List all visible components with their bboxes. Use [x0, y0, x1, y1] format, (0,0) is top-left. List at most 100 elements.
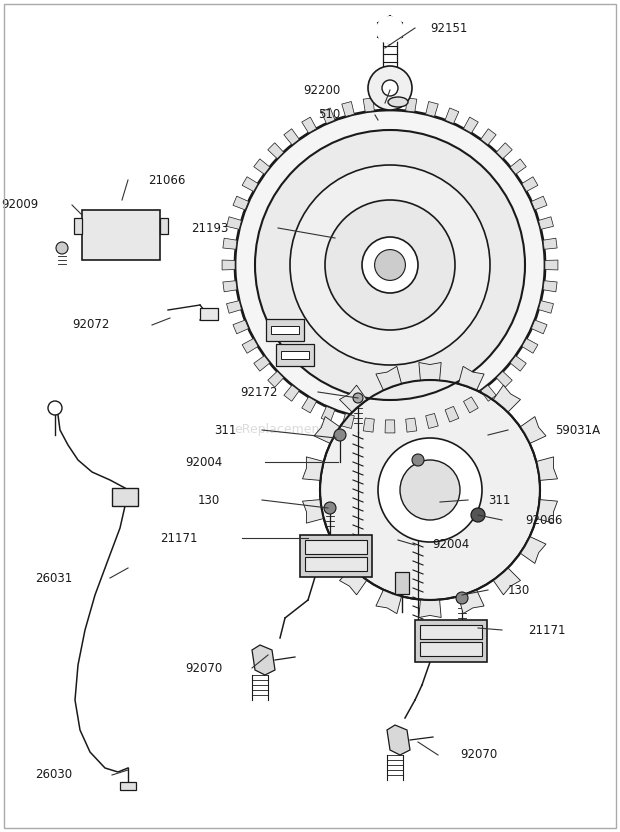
Circle shape — [324, 502, 336, 514]
Circle shape — [290, 165, 490, 365]
Circle shape — [368, 66, 412, 110]
Polygon shape — [426, 102, 438, 116]
Polygon shape — [493, 567, 521, 595]
Polygon shape — [522, 176, 538, 191]
Polygon shape — [314, 537, 340, 563]
Text: 311: 311 — [215, 423, 237, 437]
Polygon shape — [480, 129, 496, 145]
Circle shape — [374, 250, 405, 280]
Polygon shape — [376, 590, 402, 614]
Polygon shape — [321, 108, 335, 124]
Polygon shape — [493, 385, 521, 412]
Circle shape — [320, 380, 540, 600]
Circle shape — [255, 130, 525, 400]
Polygon shape — [233, 320, 249, 334]
Polygon shape — [387, 725, 410, 755]
Text: 26030: 26030 — [35, 769, 72, 781]
Polygon shape — [385, 420, 395, 433]
Polygon shape — [520, 417, 546, 443]
Polygon shape — [340, 567, 367, 595]
Polygon shape — [536, 457, 557, 480]
Polygon shape — [497, 371, 512, 387]
Polygon shape — [510, 159, 526, 175]
Bar — [271, 326, 299, 334]
Circle shape — [334, 429, 346, 441]
Text: 92004: 92004 — [432, 538, 469, 552]
Text: 130: 130 — [508, 583, 530, 597]
Circle shape — [353, 393, 363, 403]
Text: 510: 510 — [317, 108, 340, 121]
Circle shape — [376, 16, 404, 44]
Text: 21171: 21171 — [528, 623, 565, 636]
Text: 21193: 21193 — [190, 221, 228, 235]
Bar — [305, 540, 367, 554]
Polygon shape — [314, 417, 340, 443]
Polygon shape — [385, 97, 395, 110]
Text: 92004: 92004 — [185, 455, 222, 468]
Polygon shape — [223, 280, 237, 292]
Polygon shape — [342, 102, 354, 116]
Polygon shape — [536, 499, 557, 523]
Polygon shape — [531, 196, 547, 210]
Bar — [74, 218, 82, 234]
Polygon shape — [340, 385, 367, 412]
Polygon shape — [302, 397, 316, 413]
Polygon shape — [303, 457, 324, 480]
Polygon shape — [405, 98, 417, 112]
Polygon shape — [284, 385, 299, 401]
Bar — [281, 351, 309, 359]
Polygon shape — [545, 260, 558, 270]
Polygon shape — [531, 320, 547, 334]
Polygon shape — [284, 129, 299, 145]
Polygon shape — [539, 300, 554, 313]
Polygon shape — [363, 98, 374, 112]
Bar — [395, 572, 409, 594]
Bar — [82, 210, 160, 260]
Bar — [300, 535, 372, 577]
Text: 92070: 92070 — [460, 749, 497, 761]
Text: 92172: 92172 — [241, 385, 278, 399]
Circle shape — [471, 508, 485, 522]
Circle shape — [412, 454, 424, 466]
Polygon shape — [302, 117, 316, 133]
Polygon shape — [539, 217, 554, 230]
Bar — [266, 319, 304, 341]
Polygon shape — [233, 196, 249, 210]
Polygon shape — [342, 414, 354, 428]
Polygon shape — [376, 366, 402, 390]
Polygon shape — [405, 418, 417, 432]
Circle shape — [400, 460, 460, 520]
Text: 311: 311 — [488, 493, 510, 507]
Text: 26031: 26031 — [35, 572, 72, 585]
Bar — [420, 625, 482, 639]
Bar — [420, 642, 482, 656]
Polygon shape — [242, 176, 258, 191]
Polygon shape — [419, 363, 441, 380]
Bar — [200, 308, 218, 320]
Bar — [276, 344, 314, 366]
Circle shape — [325, 200, 455, 330]
Bar — [120, 782, 136, 790]
Polygon shape — [303, 499, 324, 523]
Polygon shape — [445, 108, 459, 124]
Circle shape — [235, 110, 545, 420]
Circle shape — [378, 438, 482, 542]
Polygon shape — [223, 238, 237, 250]
Text: 59031A: 59031A — [555, 423, 600, 437]
Polygon shape — [242, 339, 258, 354]
Polygon shape — [254, 159, 270, 175]
Text: eReplacementParts.com: eReplacementParts.com — [234, 423, 386, 437]
Text: 92151: 92151 — [430, 22, 467, 34]
Polygon shape — [268, 143, 284, 159]
Polygon shape — [458, 366, 484, 390]
Polygon shape — [426, 414, 438, 428]
Polygon shape — [222, 260, 235, 270]
Polygon shape — [254, 356, 270, 371]
Polygon shape — [522, 339, 538, 354]
Polygon shape — [510, 356, 526, 371]
Polygon shape — [458, 590, 484, 614]
Polygon shape — [321, 406, 335, 422]
Text: 21171: 21171 — [161, 532, 198, 544]
Polygon shape — [226, 300, 242, 313]
Polygon shape — [543, 280, 557, 292]
